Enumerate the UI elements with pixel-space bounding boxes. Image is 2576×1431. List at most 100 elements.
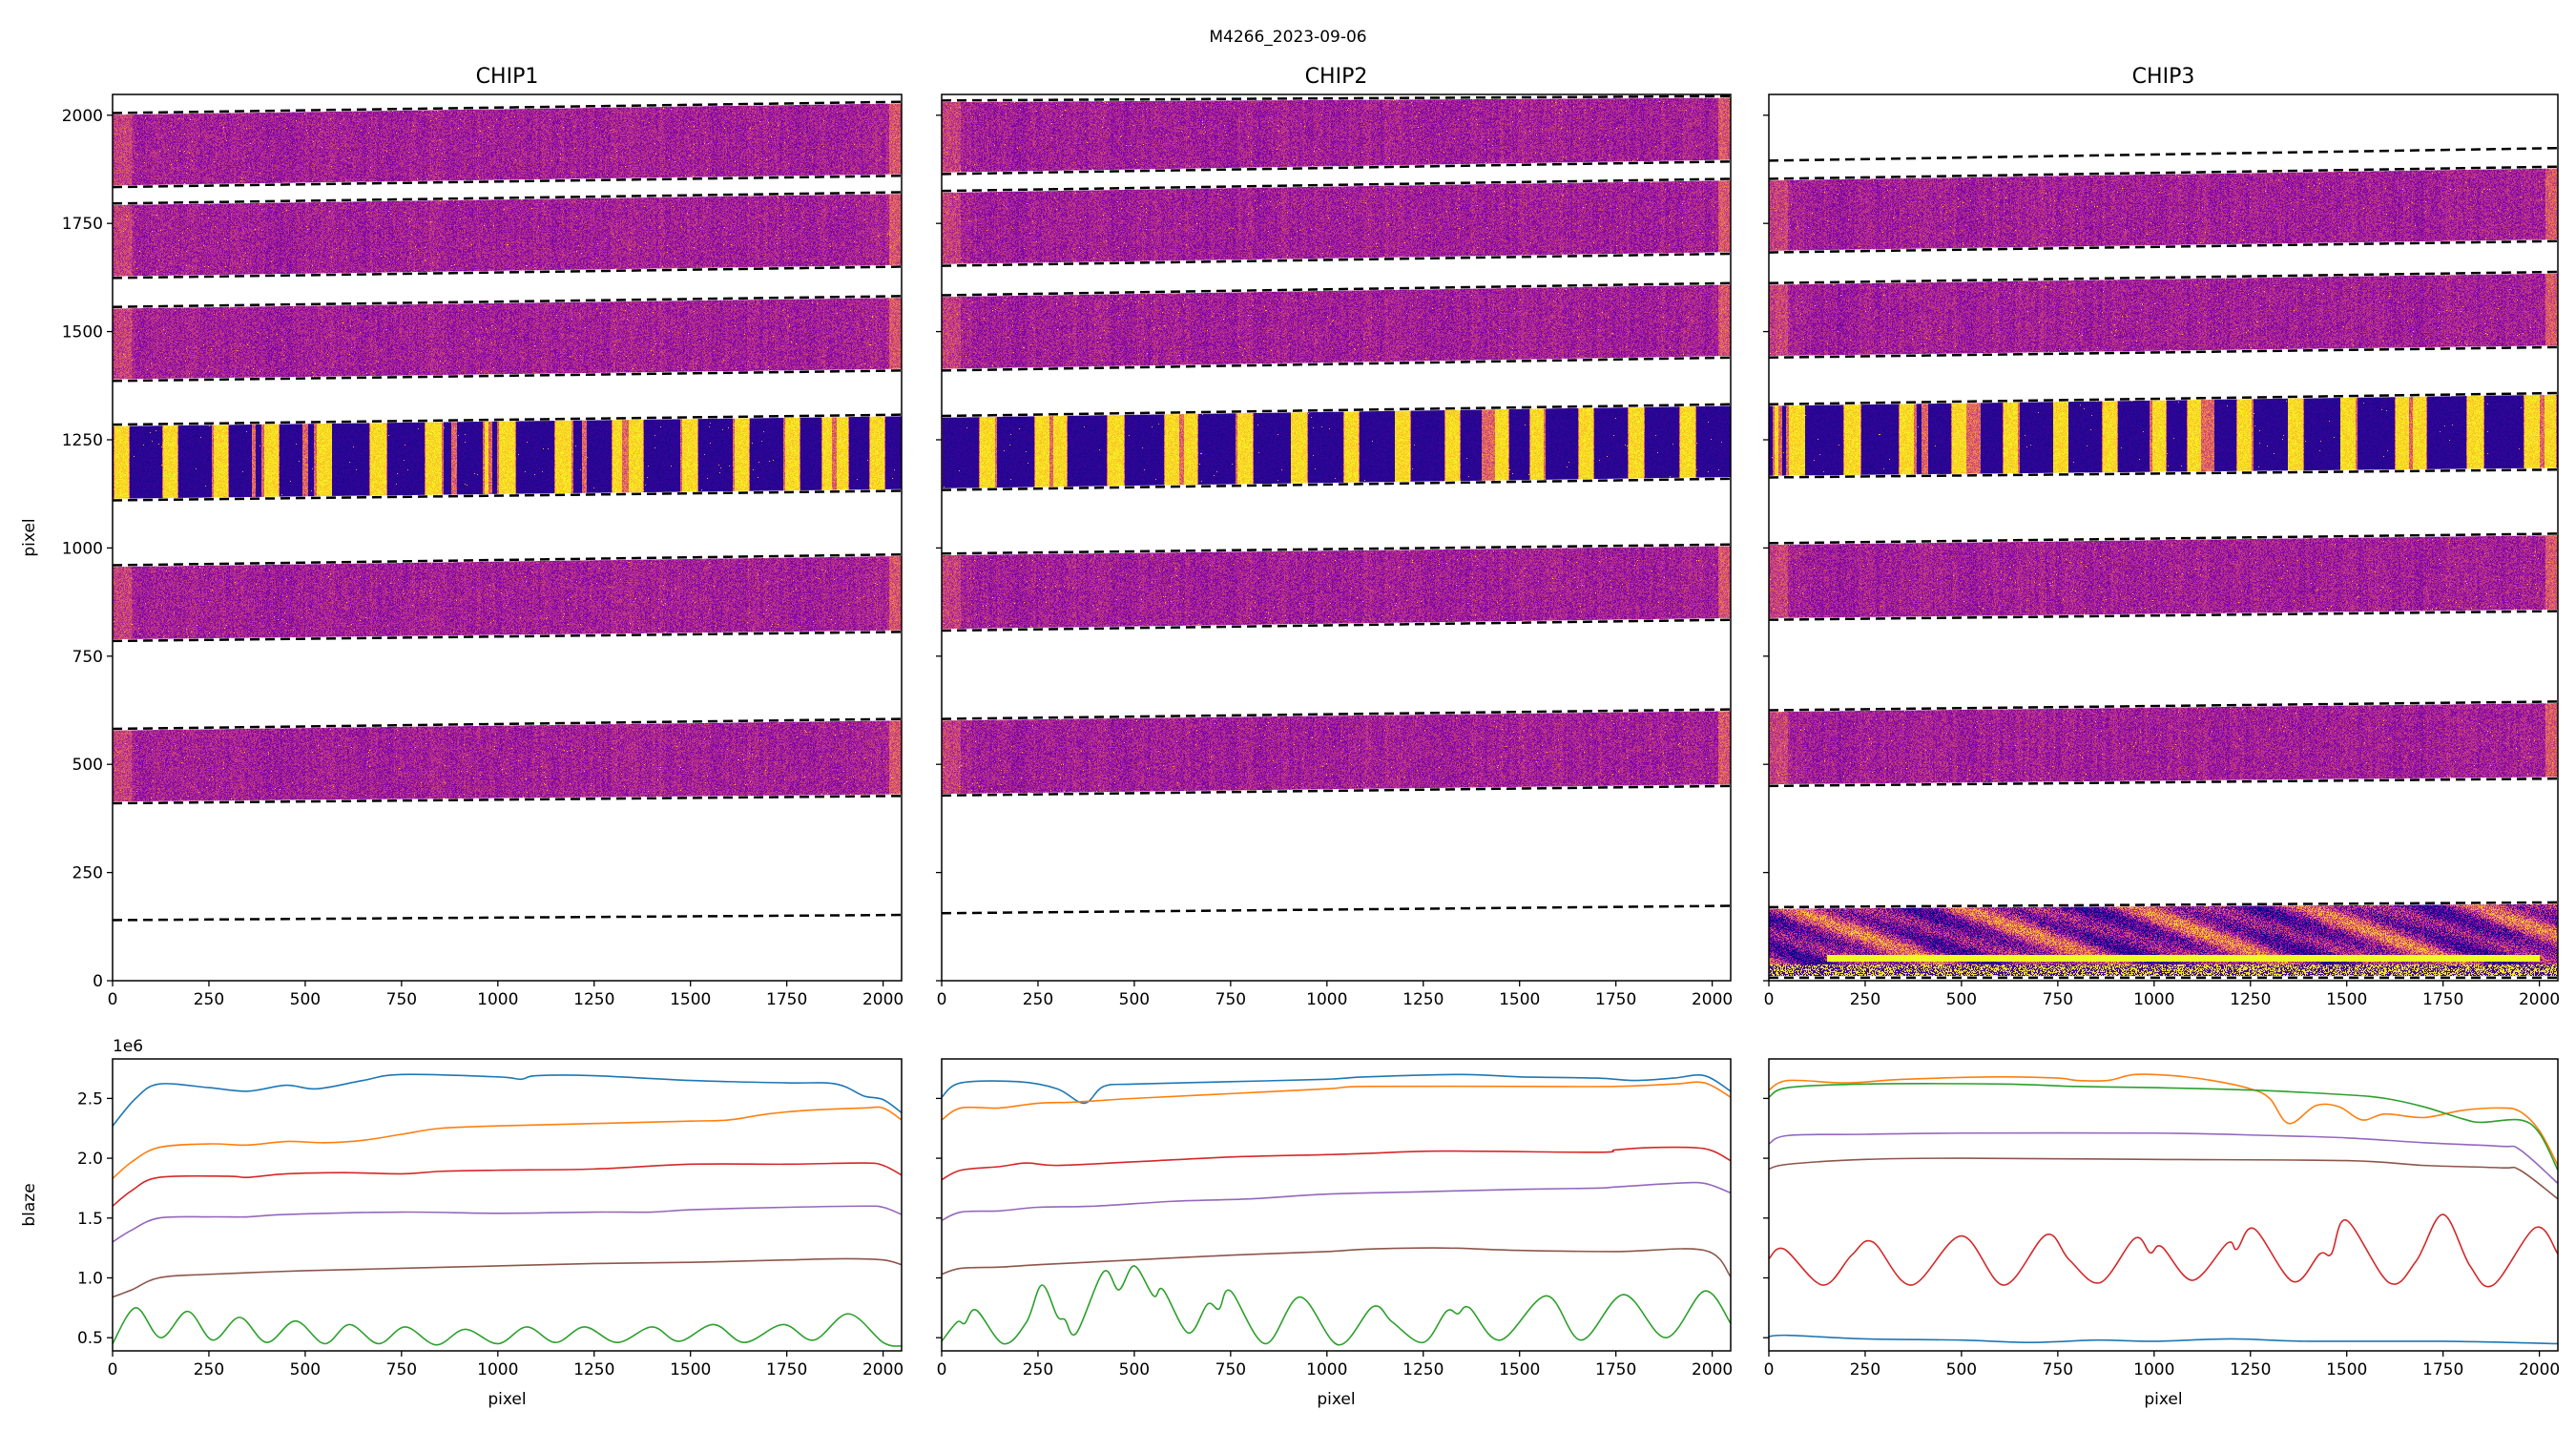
x-tick-label: 750 — [386, 1360, 417, 1379]
trace-upper-edge — [112, 295, 903, 308]
blaze-series-line — [1769, 1083, 2558, 1171]
x-tick-label: 500 — [1946, 990, 1977, 1009]
trace-edge — [112, 913, 903, 922]
trace-lower-edge-underlay — [1768, 777, 2559, 788]
x-tick-label: 0 — [937, 1360, 947, 1379]
trace-upper-edge-underlay — [1768, 531, 2559, 546]
y-tick-label: 0 — [93, 972, 103, 991]
trace-edge-underlay — [941, 903, 1732, 915]
x-tick-label: 500 — [290, 990, 321, 1009]
trace-upper-edge — [941, 708, 1732, 720]
x-tick-label: 750 — [386, 990, 417, 1009]
axes-frame — [941, 93, 1732, 982]
trace-lower-edge — [941, 160, 1732, 176]
x-tick-label: 1000 — [2133, 990, 2174, 1009]
trace-upper-edge-underlay — [941, 543, 1732, 556]
trace-lower-edge-underlay — [1768, 239, 2559, 255]
y-offset-text: 1e6 — [113, 1037, 143, 1056]
x-tick-label: 750 — [2043, 1360, 2073, 1379]
blaze-series-line — [113, 1106, 902, 1180]
x-tick-label: 1500 — [670, 990, 711, 1009]
x-tick-label: 2000 — [2519, 1360, 2560, 1379]
trace-upper-edge — [1768, 901, 2559, 909]
blaze-series-line — [942, 1081, 1731, 1121]
y-tick-label: 2.0 — [77, 1150, 103, 1169]
x-tick-label: 500 — [1946, 1360, 1977, 1379]
y-axis-label: blaze — [20, 1183, 39, 1226]
trace-upper-edge-underlay — [941, 94, 1732, 103]
x-tick-label: 1750 — [2422, 990, 2463, 1009]
trace-upper-edge-underlay — [941, 176, 1732, 193]
x-tick-label: 1500 — [670, 1360, 711, 1379]
trace-upper-edge — [1768, 391, 2559, 406]
x-tick-label: 2000 — [2519, 990, 2560, 1009]
x-tick-label: 1500 — [2326, 990, 2367, 1009]
y-tick-label: 0.5 — [77, 1329, 103, 1348]
trace-upper-edge — [1768, 165, 2559, 180]
trace-lower-edge — [941, 252, 1732, 267]
trace-upper-edge — [112, 100, 903, 114]
panel-title: CHIP2 — [1305, 65, 1368, 89]
x-tick-label: 1500 — [2326, 1360, 2367, 1379]
x-tick-label: 0 — [1764, 990, 1775, 1009]
x-tick-label: 500 — [290, 1360, 321, 1379]
blaze-panel-2: 0 250 500 750 1000 1250 1500 1750 2000 pixel — [936, 1058, 1733, 1409]
panel-title: CHIP1 — [476, 65, 539, 89]
x-tick-label: 2000 — [1692, 1360, 1733, 1379]
blaze-series-line — [1769, 1157, 2558, 1200]
trace-lower-edge — [1768, 777, 2559, 788]
trace-upper-edge — [941, 177, 1732, 193]
y-tick-label: 1250 — [62, 431, 103, 450]
y-tick-label: 2.5 — [77, 1089, 103, 1109]
x-axis-label: pixel — [488, 1390, 526, 1409]
blaze-panel-3: 0 250 500 750 1000 1250 1500 1750 2000 pixel — [1763, 1058, 2560, 1409]
x-tick-label: 1750 — [1595, 1360, 1636, 1379]
x-axis-label: pixel — [1317, 1390, 1355, 1409]
x-tick-label: 250 — [1850, 1360, 1880, 1379]
trace-upper-edge-underlay — [1768, 165, 2559, 181]
image-panel-1: 0 250 500 750 1000 1250 1500 1750 2000 0 250 500 750… — [20, 65, 904, 1009]
trace-upper-edge — [1768, 270, 2559, 285]
image-panel-2: 0 250 500 750 1000 1250 1500 1750 2000 CHIP2 — [936, 65, 1733, 1009]
trace-lower-edge-underlay — [1768, 345, 2559, 360]
x-tick-label: 250 — [1850, 990, 1880, 1009]
trace-lower-edge-underlay — [1768, 467, 2559, 480]
x-tick-label: 500 — [1119, 1360, 1150, 1379]
blaze-series-line — [113, 1257, 902, 1298]
x-tick-label: 750 — [2043, 990, 2073, 1009]
trace-upper-edge — [1768, 532, 2559, 545]
y-tick-label: 1.5 — [77, 1210, 103, 1229]
trace-lower-edge — [941, 784, 1732, 798]
y-tick-label: 250 — [73, 864, 103, 883]
x-tick-label: 2000 — [862, 1360, 904, 1379]
x-tick-label: 250 — [1023, 990, 1053, 1009]
x-tick-label: 1750 — [1595, 990, 1636, 1009]
x-tick-label: 1000 — [2133, 1360, 2174, 1379]
trace-upper-edge-underlay — [941, 403, 1732, 418]
trace-lower-edge-underlay — [112, 368, 903, 384]
x-tick-label: 0 — [108, 990, 118, 1009]
trace-upper-edge — [112, 552, 903, 567]
x-tick-label: 1000 — [477, 990, 518, 1009]
blaze-series-line — [1769, 1213, 2558, 1288]
x-tick-label: 1000 — [477, 1360, 518, 1379]
x-tick-label: 1250 — [1402, 1360, 1444, 1379]
blaze-series-line — [113, 1205, 902, 1243]
trace-lower-edge — [112, 631, 903, 643]
trace-edge-underlay — [1768, 146, 2559, 163]
x-tick-label: 1500 — [1499, 990, 1540, 1009]
trace-upper-edge — [941, 543, 1732, 555]
trace-lower-edge-underlay — [112, 794, 903, 805]
x-tick-label: 0 — [937, 990, 947, 1009]
trace-edge-underlay — [112, 913, 903, 923]
axes-frame — [112, 1058, 903, 1352]
trace-upper-edge-underlay — [1768, 901, 2559, 909]
axes-frame — [1768, 1058, 2559, 1352]
figure-title: M4266_2023-09-06 — [1209, 28, 1366, 47]
trace-upper-edge — [112, 413, 903, 426]
trace-upper-edge-underlay — [941, 281, 1732, 298]
trace-upper-edge-underlay — [112, 99, 903, 115]
chip-image-2 — [942, 94, 1731, 981]
trace-upper-edge — [112, 717, 903, 731]
